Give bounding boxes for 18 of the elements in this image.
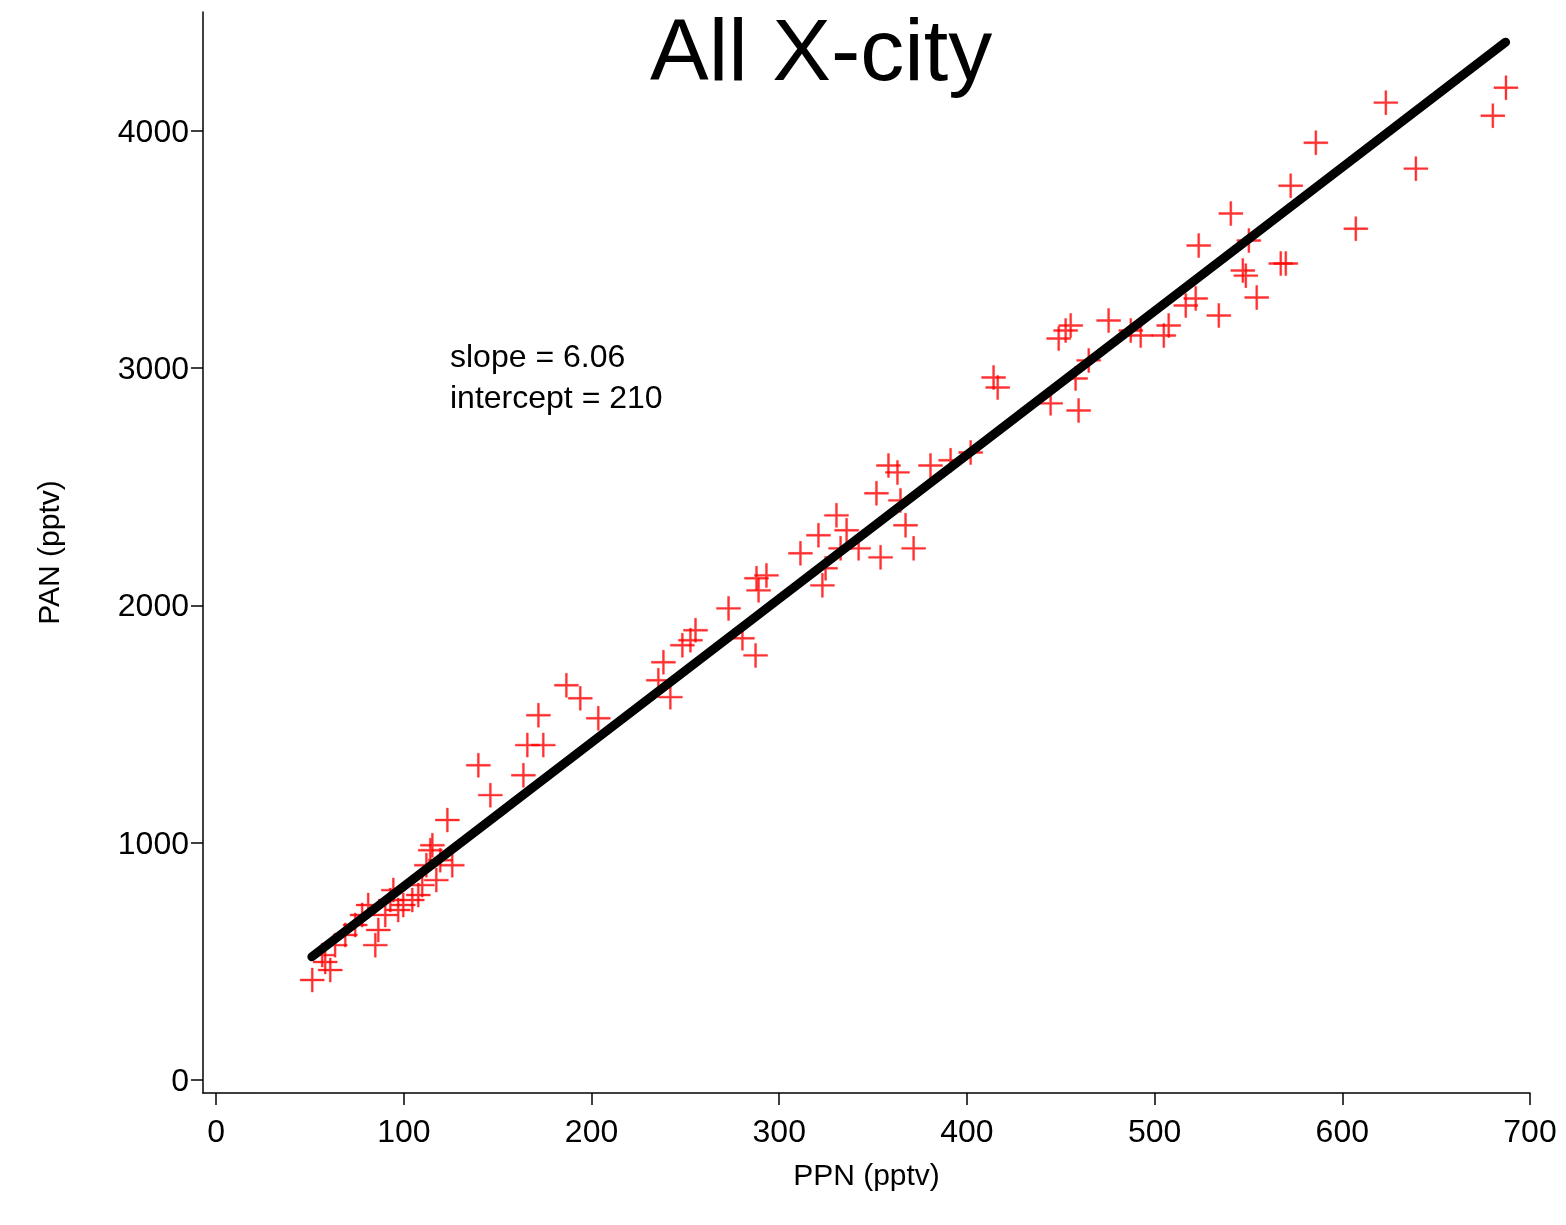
x-tick-label: 100 [377, 1113, 431, 1149]
y-tick-label: 4000 [117, 112, 189, 149]
y-tick-label: 3000 [117, 349, 189, 386]
x-tick-label: 500 [1127, 1113, 1182, 1149]
x-tick-label: 200 [564, 1113, 619, 1149]
x-tick-label: 400 [940, 1113, 994, 1149]
x-axis-title: PPN (pptv) [793, 1157, 940, 1191]
x-tick-label: 600 [1315, 1113, 1369, 1149]
chart-title: All X-city [650, 0, 993, 99]
y-axis-title: PAN (pptv) [31, 480, 65, 625]
annotation: intercept = 210 [450, 379, 663, 415]
y-tick-label: 1000 [117, 824, 189, 861]
annotation: slope = 6.06 [450, 338, 626, 374]
y-tick-label: 2000 [117, 587, 189, 624]
x-tick-label: 700 [1503, 1113, 1557, 1149]
x-tick-label: 300 [752, 1113, 806, 1149]
y-tick-label: 0 [171, 1061, 189, 1098]
x-tick-label: 0 [207, 1113, 226, 1149]
